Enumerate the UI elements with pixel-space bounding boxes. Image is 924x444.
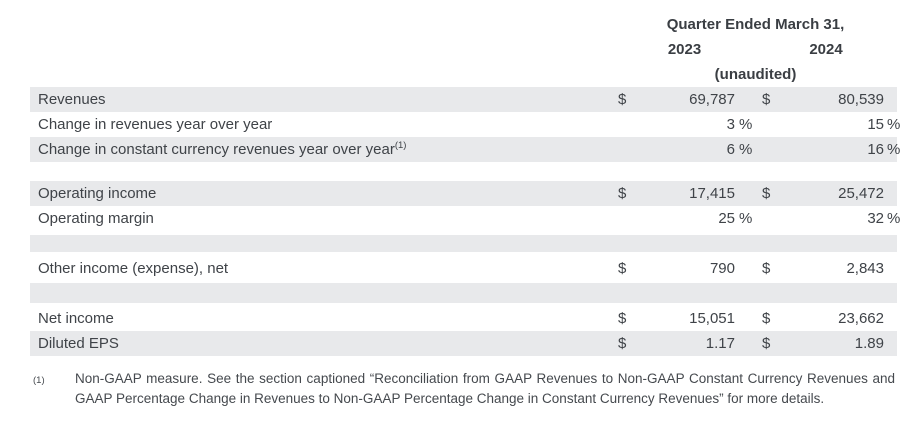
value-2023: 790 [709,260,735,277]
year-columns: 2023 2024 [614,37,897,62]
table-row-diluted-eps: Diluted EPS $ 1.17 $ 1.89 [30,331,897,356]
currency-symbol-2023: $ [618,335,627,352]
table-header: Quarter Ended March 31, 2023 2024 (unaud… [614,12,897,87]
value-2023: 25 [718,210,735,227]
value-2024: 25,472 [838,185,884,202]
row-label: Change in constant currency revenues yea… [38,141,395,158]
percent-sign-2024: % [887,210,901,227]
row-label: Net income [38,310,114,327]
table-row-net-income: Net income $ 15,051 $ 23,662 [30,306,897,331]
table-row-revenue-change: Change in revenues year over year 3 % 15… [30,112,901,137]
value-2024: 16 [867,141,884,158]
value-2023: 6 [726,141,735,158]
financial-results-document: Quarter Ended March 31, 2023 2024 (unaud… [30,12,901,409]
value-2024: 2,843 [846,260,884,277]
currency-symbol-2024: $ [762,185,771,202]
percent-sign-2024: % [887,141,901,158]
currency-symbol-2024: $ [762,91,771,108]
row-label: Revenues [38,91,106,108]
row-label: Operating margin [38,210,154,227]
value-2024: 15 [867,116,884,133]
value-2023: 17,415 [689,185,735,202]
currency-symbol-2023: $ [618,185,627,202]
table-row-constant-currency-change: Change in constant currency revenues yea… [30,137,901,162]
percent-sign-2024: % [887,116,901,133]
quarterly-results-table: Quarter Ended March 31, 2023 2024 (unaud… [30,12,901,356]
row-label: Operating income [38,185,157,202]
row-label: Diluted EPS [38,335,119,352]
value-2023: 15,051 [689,310,735,327]
percent-sign-2023: % [739,141,753,158]
currency-symbol-2024: $ [762,335,771,352]
column-header-2024: 2024 [809,41,843,58]
footnote-text: Non-GAAP measure. See the section captio… [75,371,895,406]
currency-symbol-2023: $ [618,260,627,277]
spacer-row-shaded [30,283,897,303]
value-2023: 69,787 [689,91,735,108]
value-2024: 1.89 [854,335,884,352]
row-label: Change in revenues year over year [38,116,273,133]
footnote-ref: (1) [394,140,407,151]
percent-sign-2023: % [739,210,753,227]
row-label: Other income (expense), net [38,260,229,277]
value-2024: 32 [867,210,884,227]
currency-symbol-2023: $ [618,310,627,327]
currency-symbol-2024: $ [762,260,771,277]
currency-symbol-2023: $ [618,91,627,108]
column-header-2023: 2023 [667,41,702,58]
table-row-operating-income: Operating income $ 17,415 $ 25,472 [30,181,897,206]
footnote-marker: (1) [33,375,45,386]
table-row-operating-margin: Operating margin 25 % 32 % [30,206,901,231]
value-2023: 3 [726,116,735,133]
value-2024: 23,662 [838,310,884,327]
footnote: (1) Non-GAAP measure. See the section ca… [33,369,895,409]
value-2023: 1.17 [705,335,735,352]
currency-symbol-2024: $ [762,310,771,327]
spacer-row [30,162,897,181]
unaudited-note: (unaudited) [714,66,797,83]
value-2024: 80,539 [838,91,884,108]
table-row-other-income: Other income (expense), net $ 790 $ 2,84… [30,256,897,281]
table-row-revenues: Revenues $ 69,787 $ 80,539 [30,87,897,112]
period-title: Quarter Ended March 31, [666,16,845,33]
percent-sign-2023: % [739,116,753,133]
spacer-row-shaded [30,235,897,252]
